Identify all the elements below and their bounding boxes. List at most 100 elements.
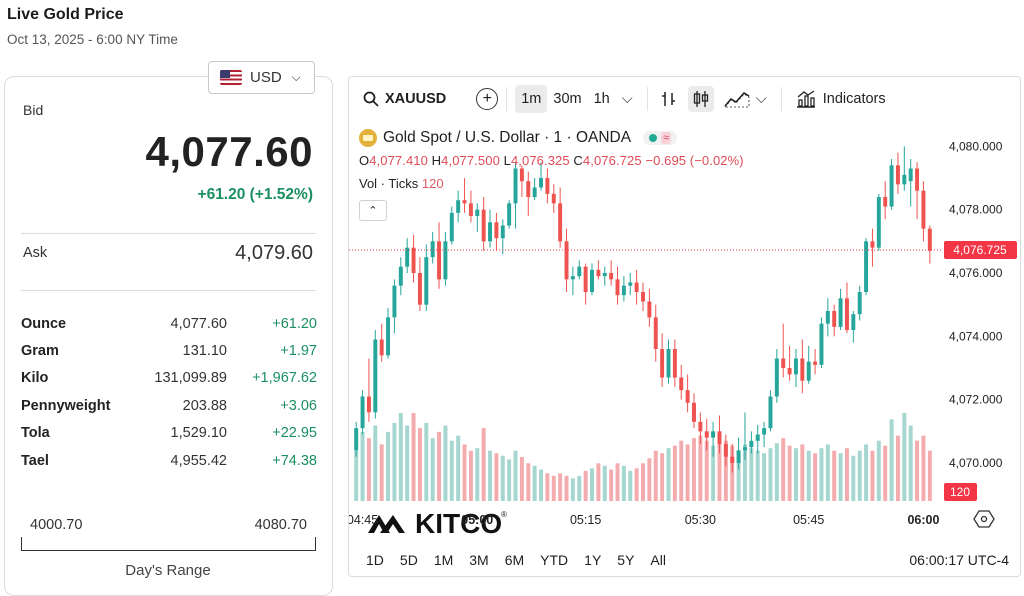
candle <box>392 279 397 334</box>
x-tick-label: 05:00 <box>461 513 493 527</box>
candle <box>864 238 869 296</box>
candle <box>851 311 856 343</box>
area-style-button[interactable] <box>723 86 750 112</box>
volume-bar <box>551 475 556 501</box>
candle <box>838 288 843 330</box>
candle <box>558 187 563 248</box>
candle <box>424 244 429 311</box>
candle-body <box>921 190 926 229</box>
candle-body <box>354 428 359 451</box>
candle-body <box>596 269 601 277</box>
volume-bar <box>609 469 614 501</box>
candle <box>902 146 907 191</box>
range-ytd-button[interactable]: YTD <box>540 552 569 568</box>
volume-bar <box>411 413 416 501</box>
candle <box>513 162 518 229</box>
y-tick-label: 4,072.000 <box>949 393 1003 407</box>
range-5d-button[interactable]: 5D <box>399 552 418 568</box>
collapse-legend-button[interactable]: ⌃ <box>359 200 387 221</box>
symbol-search[interactable]: XAUUSD <box>363 91 446 107</box>
candle-body <box>392 285 397 318</box>
candle <box>519 165 524 197</box>
candle-body <box>838 298 843 327</box>
volume-bar <box>481 428 486 501</box>
candle <box>666 339 671 384</box>
volume-bar <box>749 448 754 501</box>
candle-body <box>602 273 607 277</box>
volume-bar <box>417 428 422 501</box>
x-tick-label: 05:30 <box>685 513 716 527</box>
candle-body <box>545 178 550 194</box>
chart-type-dropdown-button[interactable]: ⌵ <box>750 85 773 113</box>
divider <box>506 87 508 111</box>
unit-change: +1,967.62 <box>252 370 317 387</box>
candlestick-chart[interactable]: KITCO ® 4,080.000 4,078.000 4,076.000 4,074… <box>349 121 1020 545</box>
candle-body <box>379 339 384 356</box>
candle <box>704 418 709 451</box>
candle-body <box>564 241 569 280</box>
range-1y-button[interactable]: 1Y <box>584 552 602 568</box>
volume-bar <box>564 475 569 501</box>
range-6m-button[interactable]: 6M <box>504 552 525 568</box>
candle-body <box>443 241 448 280</box>
range-1d-button[interactable]: 1D <box>366 552 384 568</box>
interval-1h-button[interactable]: 1h <box>593 91 610 107</box>
candle <box>430 231 435 264</box>
range-5y-button[interactable]: 5Y <box>617 552 635 568</box>
volume-bar <box>392 423 397 501</box>
chart-clock[interactable]: 06:00:17 UTC-4 <box>909 552 1009 568</box>
candle-body <box>583 266 588 292</box>
candle-body <box>851 314 856 330</box>
candles-icon <box>693 91 708 107</box>
bar-style-button[interactable] <box>656 86 682 112</box>
range-3m-button[interactable]: 3M <box>469 552 489 568</box>
interval-30m-button[interactable]: 30m <box>553 91 582 107</box>
volume-bar <box>424 423 429 501</box>
unit-price: 4,077.60 <box>170 315 227 332</box>
volume-bar <box>405 425 410 501</box>
interval-dropdown-button[interactable]: ⌵ <box>616 85 639 113</box>
range-1m-button[interactable]: 1M <box>433 552 454 568</box>
candle-style-button[interactable] <box>687 86 714 112</box>
volume-bar <box>602 465 607 501</box>
chevron-down-icon: ⌵ <box>621 91 633 107</box>
candle <box>787 345 792 381</box>
currency-select[interactable]: USD ⌵ <box>208 61 315 94</box>
candle-body <box>373 339 378 413</box>
unit-change: +61.20 <box>272 315 317 332</box>
candle-body <box>730 456 735 463</box>
candle <box>621 276 626 302</box>
volume-bar <box>443 425 448 501</box>
volume-bar <box>768 448 773 501</box>
candle <box>641 282 645 311</box>
currency-label: USD <box>250 69 282 86</box>
candle-body <box>698 421 703 432</box>
candle <box>876 193 881 251</box>
volume-bar <box>883 445 888 501</box>
candle <box>398 257 403 296</box>
range-all-button[interactable]: All <box>650 552 666 568</box>
x-tick-label: 04:45 <box>349 513 378 527</box>
search-icon <box>363 91 379 107</box>
candle <box>488 209 493 248</box>
candle-body <box>641 292 645 302</box>
area-chart-icon <box>723 92 750 108</box>
candle-body <box>813 361 818 365</box>
bid-price: 4,077.60 <box>145 128 313 175</box>
interval-1m-button[interactable]: 1m <box>515 85 548 113</box>
market-status-pill[interactable]: ≈ <box>643 131 678 145</box>
low-label: L <box>503 153 511 168</box>
volume-bar <box>373 425 378 501</box>
volume-bar <box>621 465 626 501</box>
ohlc-readout: O4,077.410 H4,077.500 L4,076.325 C4,076.… <box>359 153 744 168</box>
candle <box>500 219 505 254</box>
chart-settings-button[interactable] <box>973 510 995 528</box>
volume-bar <box>583 470 588 501</box>
candle-body <box>781 358 786 368</box>
ask-price: 4,079.60 <box>235 242 313 264</box>
candle <box>768 390 773 432</box>
candle <box>596 260 601 280</box>
add-symbol-button[interactable]: + <box>476 88 499 110</box>
indicators-button[interactable]: Indicators <box>790 84 892 114</box>
volume-bar <box>755 450 760 501</box>
